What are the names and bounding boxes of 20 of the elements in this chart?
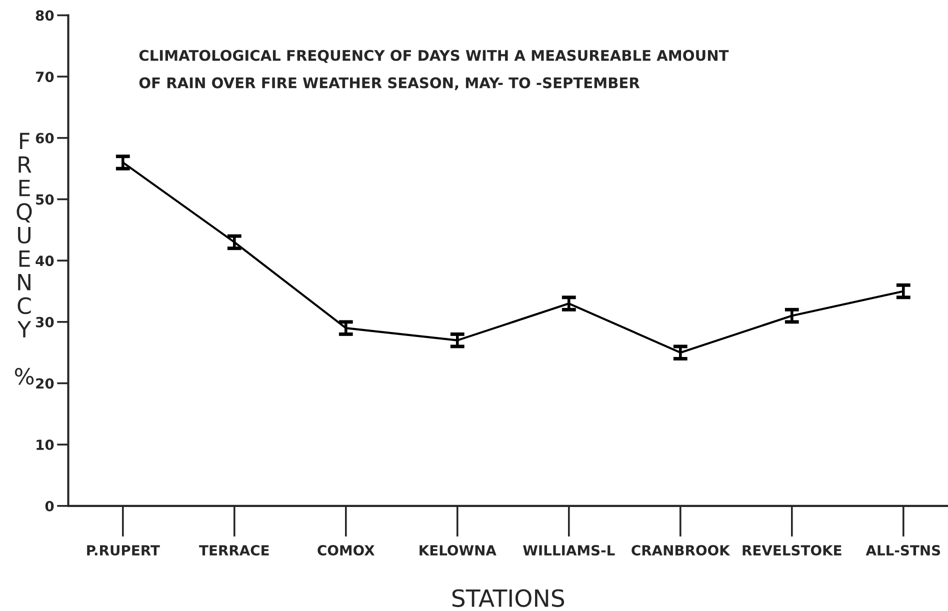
y-tick-label: 80 xyxy=(36,10,54,21)
x-tick-label: CRANBROOK xyxy=(632,545,730,556)
x-tick-label: P.RUPERT xyxy=(87,545,160,556)
x-tick-label: REVELSTOKE xyxy=(742,545,842,556)
text: FREQUENCY % xyxy=(14,132,34,385)
x-tick-label: COMOX xyxy=(318,545,375,556)
y-tick-label: 20 xyxy=(36,378,54,389)
y-tick-label: 70 xyxy=(36,72,54,82)
y-tick-label: 40 xyxy=(36,256,54,266)
y-tick-label: 0 xyxy=(45,500,54,512)
x-tick-label: TERRACE xyxy=(199,545,269,556)
y-tick-label: 30 xyxy=(36,316,54,328)
text: CLIMATOLOGICAL FREQUENCY OF DAYS WITH A MEASUREABLE AMOUNT OF RAIN OVER FIRE WEATHER SEASON, MAY- TO -SEPTEMBER xyxy=(139,50,729,90)
x-axis-title: STATIONS xyxy=(452,589,564,608)
x-tick-label: KELOWNA xyxy=(420,545,496,556)
x-tick-label: ALL-STNS xyxy=(866,545,940,556)
y-tick-label: 50 xyxy=(36,194,54,205)
y-tick-label: 60 xyxy=(36,132,54,144)
x-tick-label: WILLIAMS-L xyxy=(523,545,615,556)
y-tick-label: 10 xyxy=(36,440,54,450)
